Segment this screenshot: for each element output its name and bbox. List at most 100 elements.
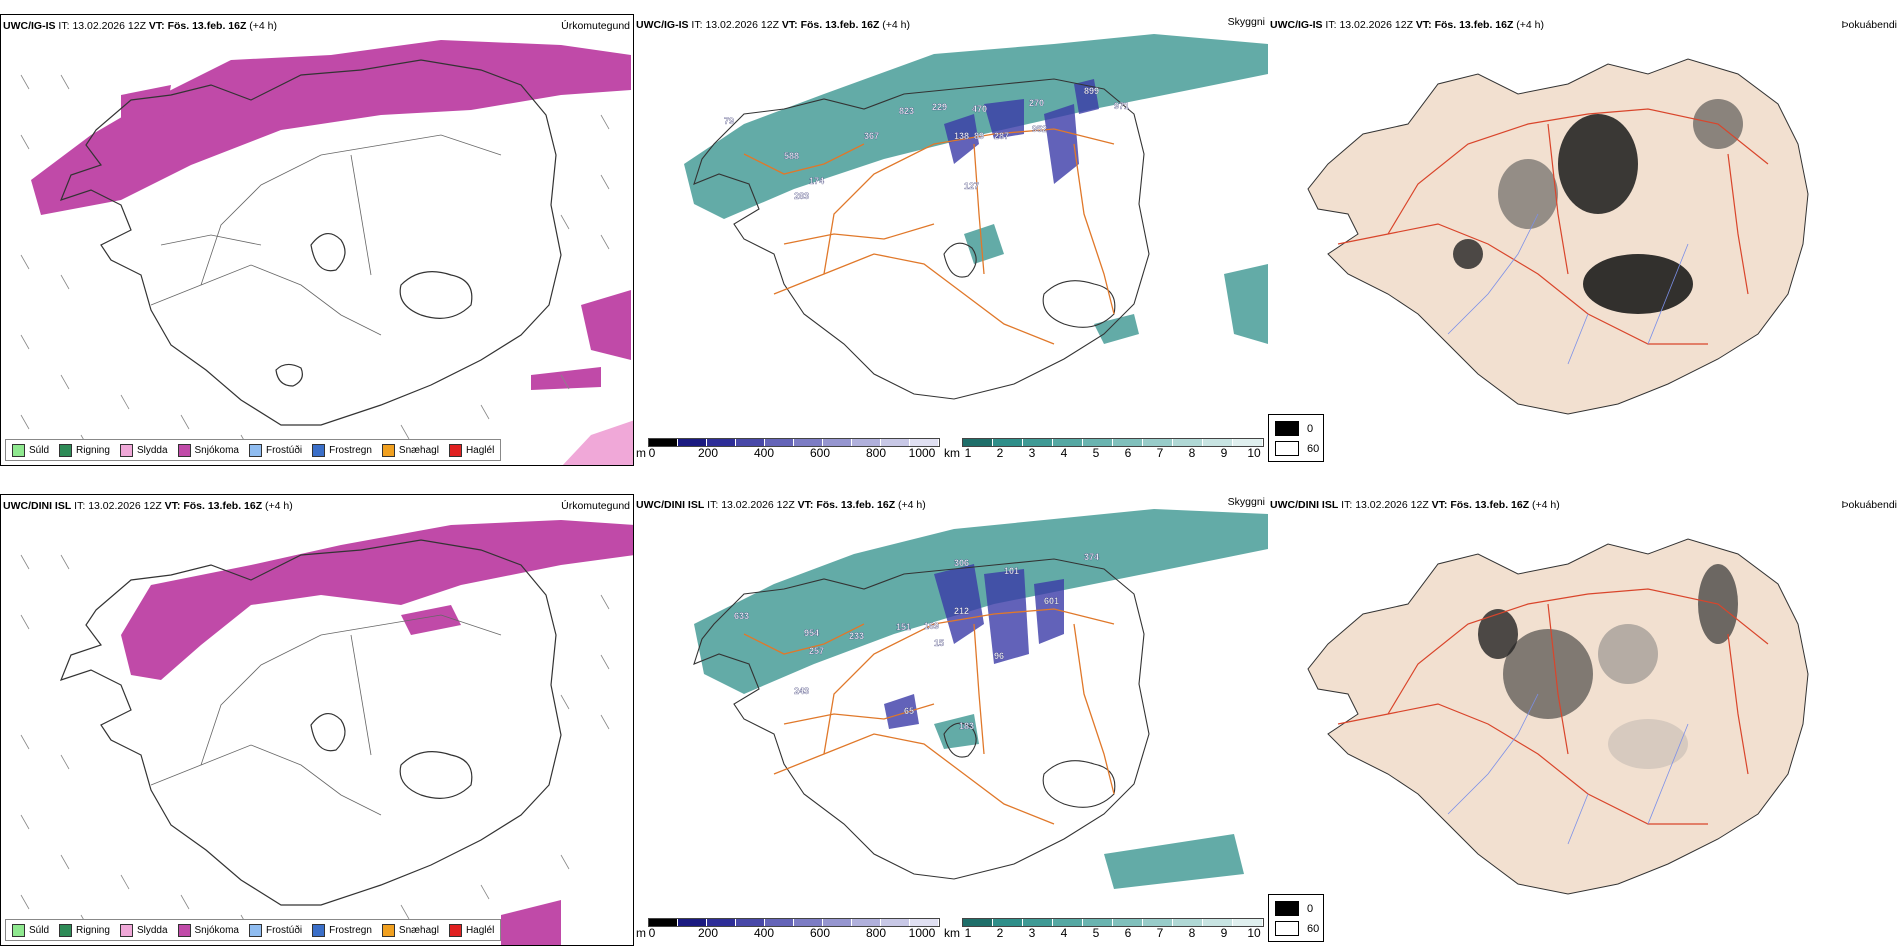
it-value: 13.02.2026 12Z <box>705 19 779 31</box>
colorbar-tick: 400 <box>753 926 775 940</box>
visibility-colorbar: km 1 2 3 4 5 6 7 8 9 10 <box>944 438 1264 462</box>
cloud-number: 127 <box>964 181 979 191</box>
lead-time: (+4 h) <box>249 20 278 32</box>
it-value: 13.02.2026 12Z <box>721 499 795 511</box>
vt-value: Fös. 13.feb. 16Z <box>1434 19 1514 31</box>
fog-scale-row: 0 <box>1275 421 1313 436</box>
cloudbase-colorbar: m 0 200 400 600 800 1000 <box>636 438 940 462</box>
model-name: UWC/DINI ISL <box>3 500 72 512</box>
it-value: 13.02.2026 12Z <box>88 500 162 512</box>
legend-label: Slydda <box>136 444 168 456</box>
vt-label: VT: <box>164 500 181 512</box>
panel-tag: Þokuábendi <box>1841 499 1897 511</box>
vt-label: VT: <box>148 20 165 32</box>
colorbar-tick: 4 <box>1060 446 1068 460</box>
fog-scale-row: 60 <box>1275 441 1319 456</box>
cloud-number: 212 <box>954 606 969 616</box>
legend-label: Frostúði <box>265 924 303 936</box>
panel-tag: Úrkomutegund <box>561 20 630 32</box>
panel-title: UWC/IG-IS IT: 13.02.2026 12Z VT: Fös. 13… <box>636 19 910 31</box>
iceland-outline <box>59 539 562 906</box>
it-label: IT: <box>1341 499 1353 511</box>
legend-item: Slydda <box>119 443 168 457</box>
roads <box>743 608 1115 825</box>
colorbar-strip <box>648 918 940 927</box>
legend-label: Rigning <box>76 924 110 936</box>
colorbar-unit: m <box>636 446 646 460</box>
legend-item: Slydda <box>119 923 168 937</box>
colorbar-tick: 0 <box>648 926 656 940</box>
roads <box>150 614 502 816</box>
vt-value: Fös. 13.feb. 16Z <box>1450 499 1530 511</box>
colorbar-tick: 6 <box>1124 446 1132 460</box>
swatch <box>177 443 191 457</box>
wind-barbs <box>20 554 610 940</box>
it-value: 13.02.2026 12Z <box>1339 19 1413 31</box>
precip-type-map-bottom: UWC/DINI ISL IT: 13.02.2026 12Z VT: Fös.… <box>0 494 634 946</box>
precip-map-canvas <box>20 40 633 465</box>
lead-time: (+4 h) <box>1516 19 1545 31</box>
panel-title: UWC/DINI ISL IT: 13.02.2026 12Z VT: Fös.… <box>3 500 293 512</box>
colorbar-tick: 10 <box>1247 926 1261 940</box>
cloud-number: 470 <box>972 104 987 114</box>
legend-label: Haglél <box>465 444 495 456</box>
fog-map-canvas <box>1307 58 1809 415</box>
colorbar-tick: 200 <box>697 446 719 460</box>
cloud-number: 287 <box>994 131 1009 141</box>
swatch <box>119 443 133 457</box>
cloud-number: 89 <box>974 131 984 141</box>
panel-title: UWC/IG-IS IT: 13.02.2026 12Z VT: Fös. 13… <box>3 20 277 32</box>
colorbar-tick: 200 <box>697 926 719 940</box>
cloud-number: 374 <box>1084 552 1099 562</box>
colorbar-tick: 1 <box>964 446 972 460</box>
legend-item: Frostregn <box>312 443 372 457</box>
vt-value: Fös. 13.feb. 16Z <box>800 19 880 31</box>
lead-time: (+4 h) <box>882 19 911 31</box>
panel-tag: Skyggni <box>1227 16 1265 28</box>
colorbar-tick: 1000 <box>908 926 936 940</box>
cloud-number: 823 <box>899 106 914 116</box>
vt-label: VT: <box>1415 19 1432 31</box>
it-value: 13.02.2026 12Z <box>72 20 146 32</box>
fog-scale-label: 60 <box>1307 922 1320 935</box>
cloud-number: 15 <box>934 638 944 648</box>
it-label: IT: <box>58 20 70 32</box>
panel-tag: Skyggni <box>1227 496 1265 508</box>
it-label: IT: <box>691 19 703 31</box>
rivers <box>1447 213 1689 365</box>
fog-swatch <box>1275 421 1299 436</box>
legend-label: Súld <box>29 444 50 456</box>
swatch <box>59 923 73 937</box>
colorbar-tick: 7 <box>1156 926 1164 940</box>
legend-label: Frostregn <box>329 924 372 936</box>
colorbar-tick: 9 <box>1220 446 1228 460</box>
fog-index-map-top: UWC/IG-IS IT: 13.02.2026 12Z VT: Fös. 13… <box>1268 14 1900 466</box>
roads <box>1337 108 1769 345</box>
legend-item: Súld <box>12 923 49 937</box>
cloudbase-colorbar: m 0 200 400 600 800 1000 <box>636 918 940 942</box>
swatch <box>381 443 395 457</box>
cloud-number: 169 <box>924 621 939 631</box>
cloud-number: 588 <box>784 151 799 161</box>
colorbar-tick: 8 <box>1188 926 1196 940</box>
lead-time: (+4 h) <box>265 500 293 512</box>
iceland-land <box>1307 58 1809 415</box>
colorbar-tick: 0 <box>648 446 656 460</box>
panel-title: UWC/IG-IS IT: 13.02.2026 12Z VT: Fös. 13… <box>1270 19 1544 31</box>
swatch <box>248 443 262 457</box>
cloud-number: 138 <box>954 131 969 141</box>
lead-time: (+4 h) <box>1532 499 1560 511</box>
colorbar-tick: 2 <box>996 926 1004 940</box>
cloud-number: 243 <box>794 686 809 696</box>
it-label: IT: <box>707 499 719 511</box>
vt-value: Fös. 13.feb. 16Z <box>183 500 263 512</box>
colorbar-tick: 1 <box>964 926 972 940</box>
cloud-number: 367 <box>864 131 879 141</box>
legend-label: Frostregn <box>329 444 372 456</box>
colorbar-tick: 600 <box>809 446 831 460</box>
cloud-number: 79 <box>724 116 734 126</box>
colorbar-tick: 4 <box>1060 926 1068 940</box>
fog-map-canvas <box>1307 538 1809 895</box>
colorbar-unit: km <box>944 926 960 940</box>
cloud-map-canvas: 633 954 257 233 151 306 212 169 374 15 9… <box>693 509 1268 889</box>
